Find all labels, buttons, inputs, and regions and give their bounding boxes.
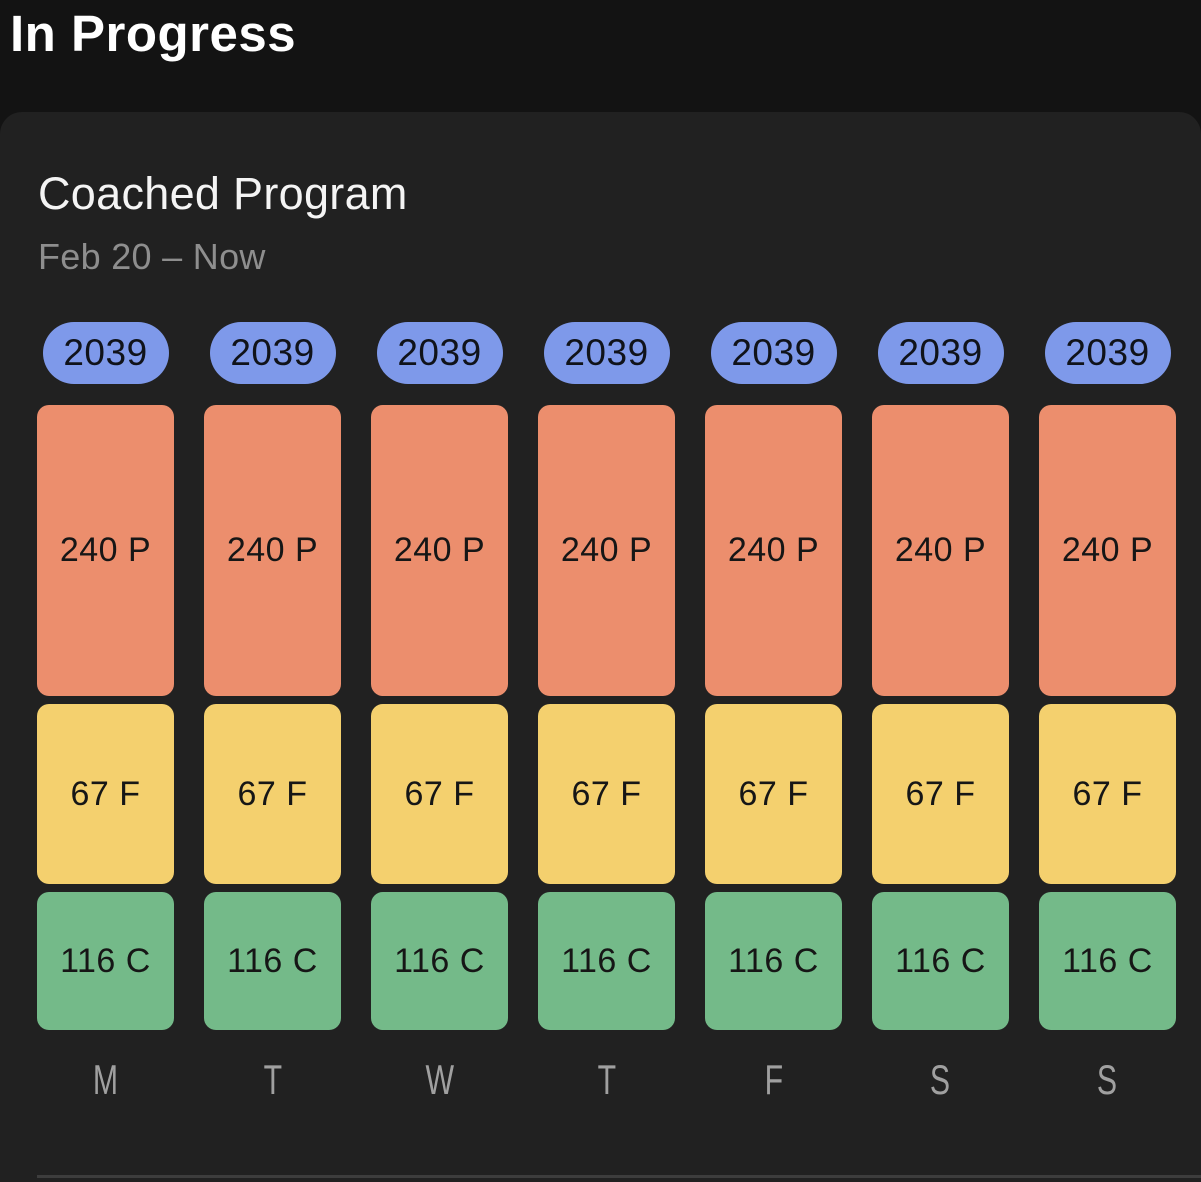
fat-block: 67 F (1039, 704, 1176, 884)
protein-block: 240 P (1039, 405, 1176, 696)
macro-stack-chart: 2039 240 P 67 F 116 C 2039 240 P 67 F 11… (37, 322, 1176, 1030)
calorie-badge: 2039 (1044, 322, 1171, 384)
day-axis: M T W T F S S (37, 1056, 1176, 1104)
carb-block: 116 C (371, 892, 508, 1030)
day-label-sat: S (930, 1056, 951, 1103)
macro-column-fri: 2039 240 P 67 F 116 C (705, 322, 842, 1030)
carb-block: 116 C (705, 892, 842, 1030)
macro-column-thu: 2039 240 P 67 F 116 C (538, 322, 675, 1030)
carb-block: 116 C (872, 892, 1009, 1030)
program-card[interactable]: Coached Program Feb 20 – Now 2039 240 P … (0, 112, 1201, 1182)
carb-block: 116 C (538, 892, 675, 1030)
divider (37, 1175, 1201, 1178)
macro-column-tue: 2039 240 P 67 F 116 C (204, 322, 341, 1030)
protein-block: 240 P (538, 405, 675, 696)
protein-block: 240 P (371, 405, 508, 696)
macro-column-sun: 2039 240 P 67 F 116 C (1039, 322, 1176, 1030)
fat-block: 67 F (371, 704, 508, 884)
day-label-thu: T (597, 1056, 616, 1103)
calorie-badge: 2039 (543, 322, 670, 384)
carb-block: 116 C (204, 892, 341, 1030)
calorie-badge: 2039 (710, 322, 837, 384)
calorie-badge: 2039 (877, 322, 1004, 384)
calorie-badge: 2039 (209, 322, 336, 384)
protein-block: 240 P (705, 405, 842, 696)
macro-column-mon: 2039 240 P 67 F 116 C (37, 322, 174, 1030)
calorie-badge: 2039 (42, 322, 169, 384)
day-label-wed: W (425, 1056, 454, 1103)
fat-block: 67 F (705, 704, 842, 884)
fat-block: 67 F (872, 704, 1009, 884)
fat-block: 67 F (538, 704, 675, 884)
macro-column-sat: 2039 240 P 67 F 116 C (872, 322, 1009, 1030)
day-label-mon: M (92, 1056, 119, 1103)
protein-block: 240 P (872, 405, 1009, 696)
carb-block: 116 C (37, 892, 174, 1030)
fat-block: 67 F (204, 704, 341, 884)
protein-block: 240 P (37, 405, 174, 696)
day-label-fri: F (764, 1056, 783, 1103)
day-label-tue: T (263, 1056, 282, 1103)
macro-column-wed: 2039 240 P 67 F 116 C (371, 322, 508, 1030)
card-title: Coached Program (38, 168, 408, 219)
page-title: In Progress (10, 5, 297, 62)
carb-block: 116 C (1039, 892, 1176, 1030)
fat-block: 67 F (37, 704, 174, 884)
calorie-badge: 2039 (376, 322, 503, 384)
day-label-sun: S (1097, 1056, 1118, 1103)
protein-block: 240 P (204, 405, 341, 696)
date-range: Feb 20 – Now (38, 236, 266, 277)
